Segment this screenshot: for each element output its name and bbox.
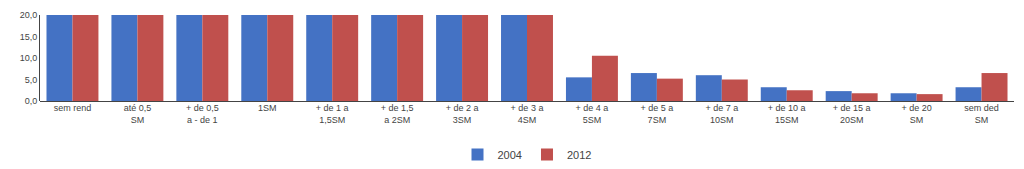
svg-text:2004: 2004 — [498, 149, 522, 161]
svg-text:+ de 1,5a 2SM: + de 1,5a 2SM — [381, 103, 414, 125]
svg-text:+ de 2 a3SM: + de 2 a3SM — [446, 103, 479, 125]
svg-text:+ de 3 a4SM: + de 3 a4SM — [511, 103, 544, 125]
svg-text:+ de 5 a7SM: + de 5 a7SM — [640, 103, 673, 125]
svg-text:+ de 0,5a - de 1: + de 0,5a - de 1 — [186, 103, 219, 125]
svg-text:sem dedSM: sem dedSM — [964, 103, 999, 125]
svg-text:até 0,5SM: até 0,5SM — [124, 103, 152, 125]
svg-text:+ de 7 a10SM: + de 7 a10SM — [705, 103, 738, 125]
svg-text:+ de 15 a20SM: + de 15 a20SM — [833, 103, 871, 125]
svg-text:20,0: 20,0 — [20, 10, 38, 20]
svg-text:0,0: 0,0 — [25, 96, 38, 106]
svg-text:+ de 1 a1,5SM: + de 1 a1,5SM — [316, 103, 349, 125]
svg-text:sem rend: sem rend — [54, 103, 92, 113]
svg-text:5,0: 5,0 — [25, 75, 38, 85]
svg-text:+ de 10 a15SM: + de 10 a15SM — [768, 103, 806, 125]
svg-text:+ de 4 a5SM: + de 4 a5SM — [576, 103, 609, 125]
svg-text:+ de 20SM: + de 20SM — [901, 103, 931, 125]
svg-text:10,0: 10,0 — [20, 53, 38, 63]
svg-text:1SM: 1SM — [258, 103, 277, 113]
svg-text:2012: 2012 — [567, 149, 591, 161]
svg-text:15,0: 15,0 — [20, 32, 38, 42]
